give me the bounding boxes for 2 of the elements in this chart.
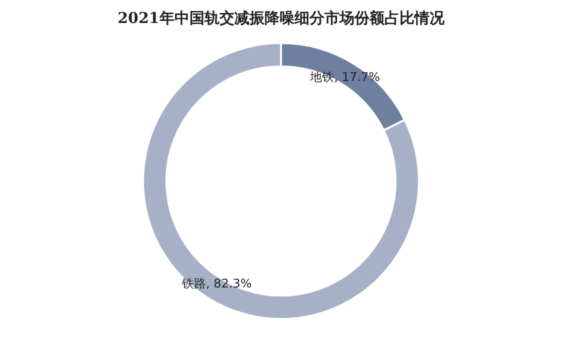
chart-title: 2021年中国轨交减振降噪细分市场份额占比情况 — [118, 8, 446, 27]
slice-label: 铁路, 82.3% — [181, 276, 252, 290]
